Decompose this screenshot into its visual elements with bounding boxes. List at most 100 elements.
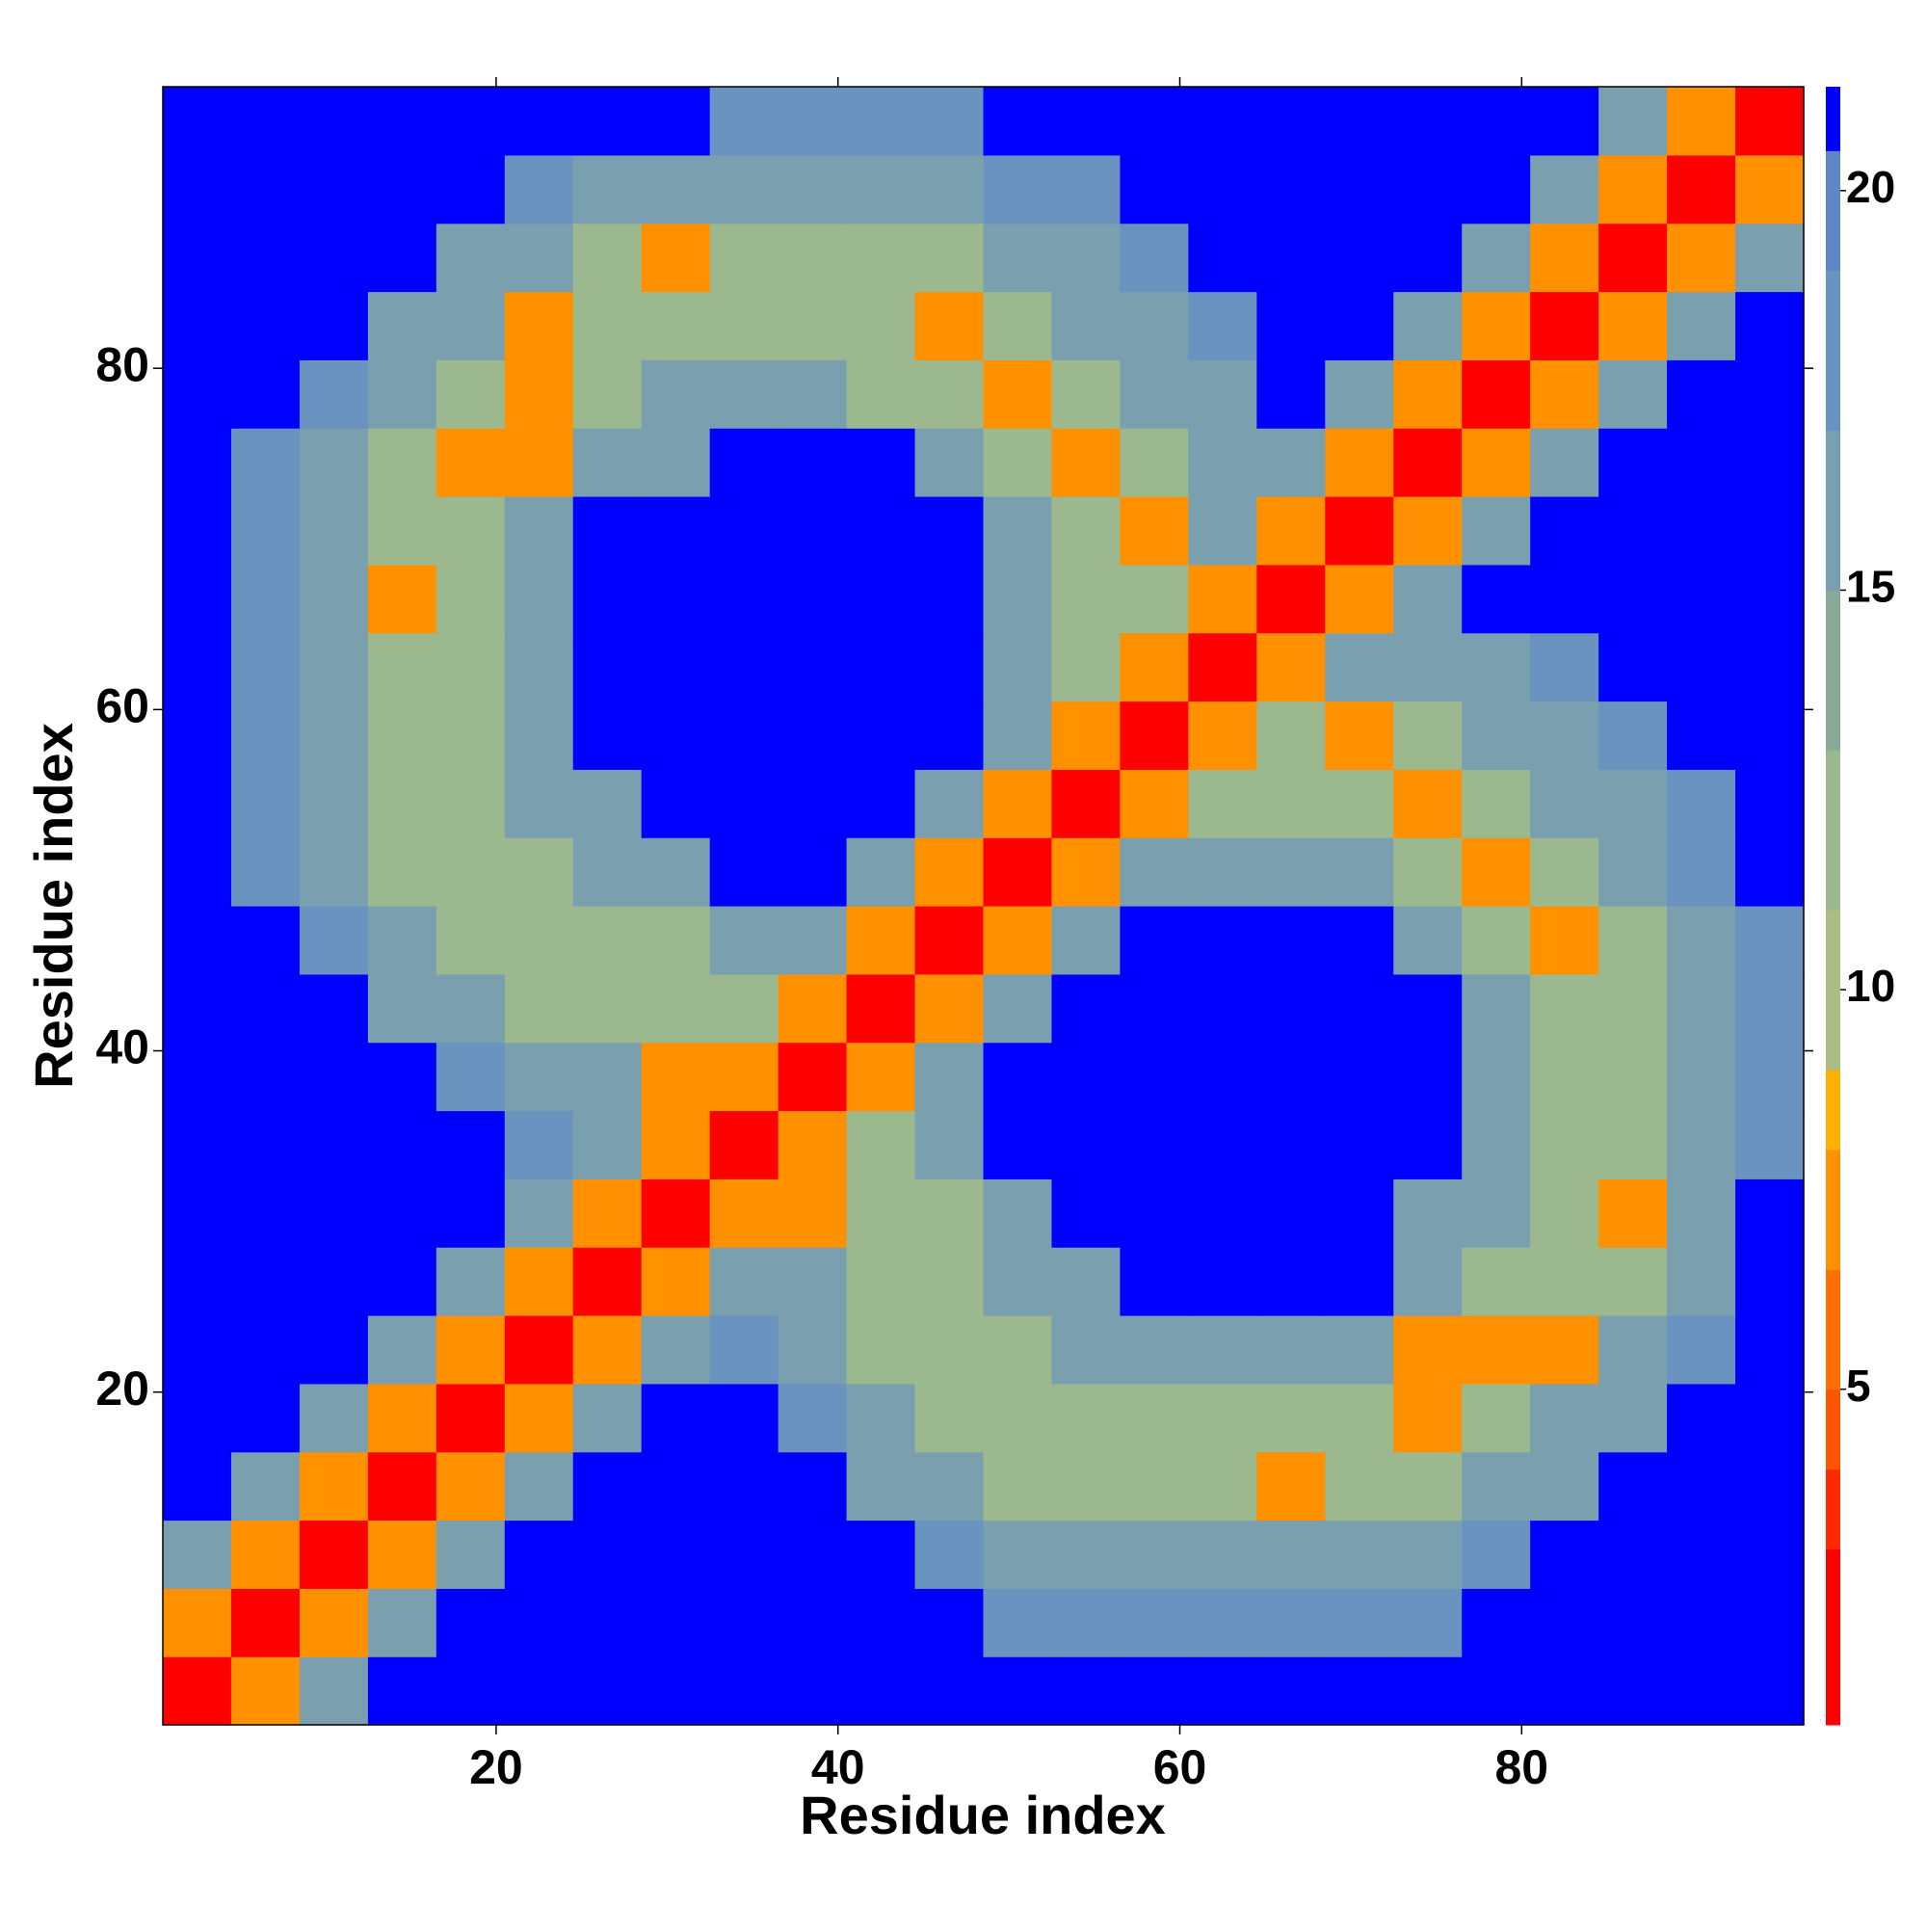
heatmap-cell (983, 1178, 1053, 1248)
heatmap-cell (1051, 291, 1122, 360)
heatmap-cell (1051, 769, 1122, 838)
heatmap-cell (230, 1110, 301, 1179)
colorbar-segment (1826, 1070, 1840, 1151)
heatmap-cell (1598, 496, 1668, 566)
heatmap-cell (1256, 1383, 1326, 1453)
heatmap-cell (1462, 1656, 1531, 1726)
heatmap-cell (230, 1451, 301, 1522)
heatmap-cell (914, 906, 985, 975)
heatmap-cell (572, 701, 643, 770)
heatmap-cell (641, 1178, 711, 1248)
heatmap-cell (1462, 1178, 1531, 1248)
heatmap-cell (572, 496, 643, 566)
heatmap-cell (1462, 428, 1531, 497)
heatmap-cell (299, 359, 369, 429)
heatmap-cell (778, 1520, 848, 1589)
heatmap-cell (983, 223, 1053, 293)
y-tick-label: 40 (95, 1020, 149, 1074)
heatmap-cell (1188, 496, 1257, 566)
heatmap-cell (299, 1383, 369, 1453)
heatmap-cell (1530, 769, 1599, 838)
heatmap-cell (163, 769, 232, 838)
heatmap-cell (1051, 1315, 1122, 1385)
heatmap-cell (504, 1042, 574, 1112)
heatmap-cell (709, 1110, 779, 1179)
heatmap-cell (846, 769, 916, 838)
heatmap-cell (914, 359, 985, 429)
heatmap-cell (641, 223, 711, 293)
colorbar-tick-label: 10 (1846, 961, 1895, 1011)
heatmap-cell (914, 1315, 985, 1385)
heatmap-cell (778, 359, 848, 429)
heatmap-cell (641, 701, 711, 770)
heatmap-cell (1120, 428, 1189, 497)
heatmap-cell (230, 1383, 301, 1453)
heatmap-cell (572, 291, 643, 360)
heatmap-cell (1256, 564, 1326, 634)
heatmap-cell (1393, 973, 1463, 1044)
heatmap-cell (914, 1451, 985, 1522)
heatmap-cell (1256, 632, 1326, 702)
heatmap-cell (1325, 701, 1394, 770)
heatmap-cell (1735, 428, 1805, 497)
heatmap-cell (299, 1588, 369, 1657)
heatmap-cell (163, 1042, 232, 1112)
heatmap-cell (709, 359, 779, 429)
heatmap-cell (641, 291, 711, 360)
heatmap-cell (846, 1588, 916, 1657)
heatmap-cells (163, 87, 1805, 1726)
heatmap-cell (1667, 291, 1736, 360)
heatmap-cell (1598, 1247, 1668, 1316)
heatmap-cell (1735, 1451, 1805, 1522)
heatmap-cell (1735, 769, 1805, 838)
heatmap-cell (1256, 1520, 1326, 1589)
heatmap-cell (572, 154, 643, 225)
heatmap-cell (299, 87, 369, 156)
heatmap-cell (163, 1178, 232, 1248)
heatmap-cell (504, 837, 574, 907)
heatmap-cell (230, 496, 301, 566)
heatmap-cell (914, 1110, 985, 1179)
heatmap-cell (1530, 837, 1599, 907)
heatmap-cell (641, 769, 711, 838)
heatmap-cell (1667, 1315, 1736, 1385)
heatmap-cell (1462, 1520, 1531, 1589)
heatmap-cell (436, 428, 506, 497)
heatmap-cell (983, 564, 1053, 634)
heatmap-cell (1462, 496, 1531, 566)
heatmap-cell (299, 1451, 369, 1522)
heatmap-cell (1667, 154, 1736, 225)
heatmap-cell (230, 223, 301, 293)
heatmap-cell (1462, 154, 1531, 225)
heatmap-cell (436, 632, 506, 702)
heatmap-cell (1393, 291, 1463, 360)
heatmap-cell (504, 769, 574, 838)
heatmap-cell (641, 906, 711, 975)
heatmap-cell (504, 428, 574, 497)
heatmap-cell (1325, 428, 1394, 497)
heatmap-cell (846, 1042, 916, 1112)
heatmap-cell (299, 223, 369, 293)
heatmap-cell (1188, 1588, 1257, 1657)
heatmap-cell (1462, 837, 1531, 907)
heatmap-cell (778, 1656, 848, 1726)
heatmap-cell (1188, 223, 1257, 293)
heatmap-cell (230, 837, 301, 907)
heatmap-cell (1598, 1315, 1668, 1385)
heatmap-cell (299, 1247, 369, 1316)
heatmap-cell (1051, 1178, 1122, 1248)
heatmap-cell (983, 769, 1053, 838)
colorbar-segment (1826, 750, 1840, 911)
heatmap-cell (846, 154, 916, 225)
heatmap-cell (163, 837, 232, 907)
heatmap-cell (1598, 564, 1668, 634)
heatmap-cell (709, 1315, 779, 1385)
heatmap-cell (846, 701, 916, 770)
heatmap-cell (367, 1178, 437, 1248)
colorbar-segment (1826, 1469, 1840, 1550)
heatmap-cell (299, 1656, 369, 1726)
heatmap-cell (230, 1178, 301, 1248)
heatmap-cell (367, 1315, 437, 1385)
heatmap-cell (163, 1520, 232, 1589)
heatmap-cell (504, 359, 574, 429)
